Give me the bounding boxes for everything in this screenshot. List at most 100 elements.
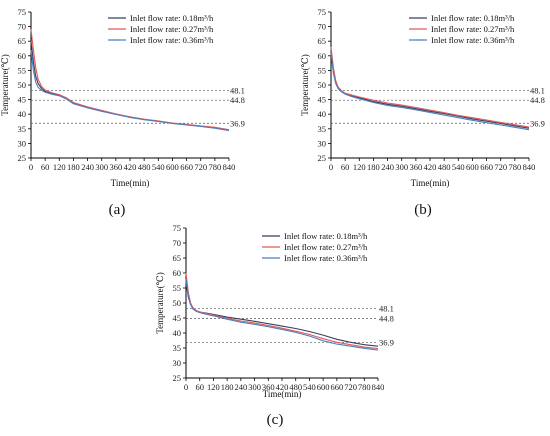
reference-label: 44.8	[530, 95, 545, 105]
y-tick-label: 25	[318, 153, 327, 163]
y-tick-label: 45	[18, 95, 27, 105]
x-tick-label: 480	[438, 162, 451, 172]
y-tick-label: 70	[318, 22, 327, 32]
series-line-3	[185, 278, 379, 351]
y-tick-label: 60	[173, 268, 182, 278]
x-tick-label: 540	[452, 162, 465, 172]
x-tick-label: 420	[424, 162, 437, 172]
x-tick-label: 840	[223, 162, 236, 172]
x-tick-label: 540	[303, 382, 316, 392]
x-tick-label: 60	[341, 162, 350, 172]
x-tick-label: 720	[344, 382, 357, 392]
y-tick-label: 30	[18, 138, 27, 148]
x-tick-label: 120	[207, 382, 220, 392]
legend-label: Inlet flow rate: 0.18m³/h	[284, 231, 368, 241]
y-tick-label: 75	[173, 223, 182, 233]
x-tick-label: 660	[480, 162, 493, 172]
y-tick-label: 70	[173, 238, 182, 248]
x-tick-label: 300	[395, 162, 408, 172]
legend-label: Inlet flow rate: 0.27m³/h	[130, 24, 214, 34]
y-tick-label: 30	[318, 138, 327, 148]
y-tick-label: 30	[173, 358, 182, 368]
x-tick-label: 480	[289, 382, 302, 392]
y-tick-label: 50	[18, 80, 27, 90]
y-tick-label: 50	[318, 80, 327, 90]
legend-label: Inlet flow rate: 0.27m³/h	[431, 24, 515, 34]
x-tick-label: 240	[81, 162, 94, 172]
x-tick-label: 240	[234, 382, 247, 392]
y-tick-label: 45	[173, 313, 182, 323]
x-tick-label: 360	[409, 162, 422, 172]
panel-caption-a: (a)	[108, 202, 126, 218]
y-tick-label: 60	[18, 51, 27, 61]
y-tick-label: 35	[173, 343, 182, 353]
x-tick-label: 300	[95, 162, 108, 172]
y-axis-label: Temperature(℃)	[300, 54, 310, 115]
legend-label: Inlet flow rate: 0.36m³/h	[284, 253, 368, 263]
y-tick-label: 65	[173, 253, 182, 263]
x-tick-label: 360	[109, 162, 122, 172]
x-tick-label: 480	[138, 162, 151, 172]
y-tick-label: 55	[18, 65, 27, 75]
y-tick-label: 35	[18, 124, 27, 134]
reference-label: 36.9	[379, 337, 394, 347]
series-line-3	[330, 52, 530, 131]
x-tick-label: 60	[195, 382, 204, 392]
x-tick-label: 600	[317, 382, 330, 392]
x-tick-label: 600	[166, 162, 179, 172]
x-tick-label: 780	[208, 162, 221, 172]
x-tick-label: 780	[358, 382, 371, 392]
y-tick-label: 45	[318, 95, 327, 105]
x-tick-label: 60	[41, 162, 50, 172]
y-tick-label: 65	[18, 36, 27, 46]
y-tick-label: 75	[18, 7, 27, 17]
y-tick-label: 50	[173, 298, 182, 308]
y-axis-label: Temperature(℃)	[155, 272, 165, 333]
y-tick-label: 25	[18, 153, 27, 163]
y-tick-label: 65	[318, 36, 327, 46]
x-tick-label: 360	[262, 382, 275, 392]
panel-caption-c: (c)	[266, 412, 284, 428]
series-line-3	[30, 49, 230, 132]
x-tick-label: 300	[248, 382, 261, 392]
x-tick-label: 720	[194, 162, 207, 172]
x-tick-label: 0	[29, 162, 33, 172]
legend-label: Inlet flow rate: 0.36m³/h	[130, 35, 214, 45]
x-tick-label: 420	[124, 162, 137, 172]
y-tick-label: 55	[173, 283, 182, 293]
reference-label: 48.1	[230, 86, 245, 96]
reference-label: 36.9	[530, 118, 545, 128]
y-tick-label: 35	[318, 124, 327, 134]
x-tick-label: 660	[180, 162, 193, 172]
series-line-1	[330, 49, 530, 129]
x-tick-label: 660	[330, 382, 343, 392]
x-tick-label: 720	[494, 162, 507, 172]
y-tick-label: 40	[318, 109, 327, 119]
x-tick-label: 840	[523, 162, 536, 172]
series-line-2	[330, 46, 530, 128]
series-line-2	[185, 272, 379, 350]
x-tick-label: 180	[367, 162, 380, 172]
x-tick-label: 840	[372, 382, 385, 392]
x-tick-label: 120	[353, 162, 366, 172]
legend-label: Inlet flow rate: 0.18m³/h	[130, 13, 214, 23]
x-axis-label: Time(min)	[263, 389, 302, 399]
y-tick-label: 60	[318, 51, 327, 61]
legend-label: Inlet flow rate: 0.27m³/h	[284, 242, 368, 252]
y-tick-label: 55	[318, 65, 327, 75]
x-tick-label: 0	[184, 382, 188, 392]
x-tick-label: 120	[53, 162, 66, 172]
panel-caption-b: (b)	[414, 202, 432, 218]
x-axis-label: Time(min)	[111, 178, 150, 188]
reference-label: 48.1	[530, 86, 545, 96]
x-axis-label: Time(min)	[411, 178, 450, 188]
x-tick-label: 420	[276, 382, 289, 392]
legend-label: Inlet flow rate: 0.18m³/h	[431, 13, 515, 23]
x-tick-label: 180	[67, 162, 80, 172]
y-tick-label: 75	[318, 7, 327, 17]
x-tick-label: 180	[221, 382, 234, 392]
